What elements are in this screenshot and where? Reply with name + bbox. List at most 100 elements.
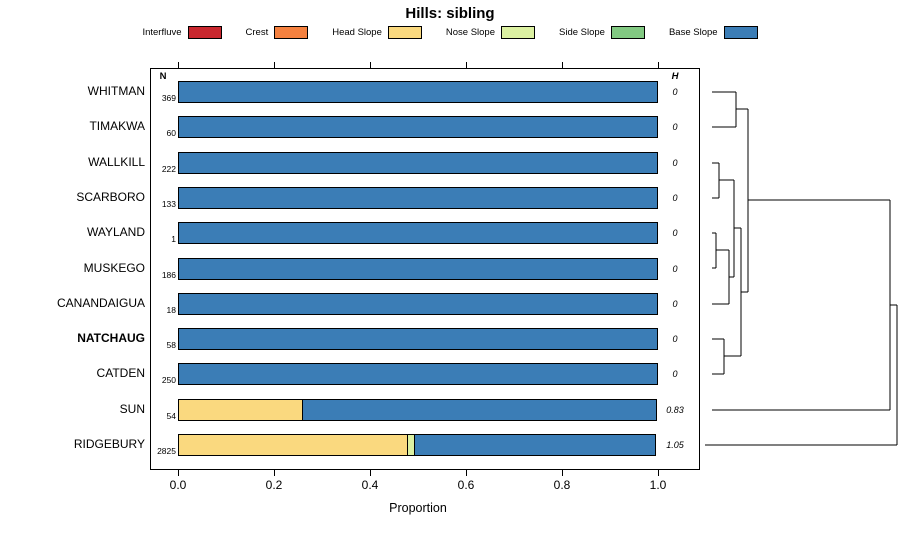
legend-swatch-icon xyxy=(187,26,222,39)
row-label: WALLKILL xyxy=(88,154,145,169)
legend-swatch-icon xyxy=(501,26,535,39)
dendrogram xyxy=(705,91,898,446)
bar-segment xyxy=(178,81,658,103)
x-tick-mark-top xyxy=(562,62,563,68)
row-label: CANANDAIGUA xyxy=(56,295,145,310)
legend-swatch-icon xyxy=(610,26,645,39)
row-n-value: 250 xyxy=(161,375,176,386)
row-n-value: 1 xyxy=(171,234,176,245)
row-n-value: 58 xyxy=(166,340,176,351)
stacked-bar xyxy=(178,328,658,351)
row-n-value: 54 xyxy=(166,410,176,421)
legend-label: Side Slope xyxy=(559,27,605,38)
row-h-value: 0 xyxy=(672,122,678,133)
x-tick-label: 1.0 xyxy=(649,478,667,492)
row-label: CATDEN xyxy=(96,366,145,381)
row-h-value: 0 xyxy=(672,263,678,274)
x-tick-mark xyxy=(658,470,659,476)
bar-segment xyxy=(178,292,658,315)
legend-label: Head Slope xyxy=(332,27,382,38)
row-label: WAYLAND xyxy=(86,225,145,240)
row-h-value: 0 xyxy=(672,157,678,168)
x-tick-mark-top xyxy=(274,62,275,68)
legend-label: Nose Slope xyxy=(445,27,495,38)
row-label: WHITMAN xyxy=(87,84,145,98)
x-axis-title: Proportion xyxy=(389,501,447,515)
row-n-value: 60 xyxy=(166,128,176,139)
x-tick-mark-top xyxy=(370,62,371,68)
stacked-bar xyxy=(178,292,658,315)
n-column-header: N xyxy=(159,71,167,82)
legend-label: Interfluve xyxy=(142,27,182,38)
legend-item: Interfluve xyxy=(142,26,222,39)
stacked-bar xyxy=(178,434,658,456)
bar-segment xyxy=(413,434,656,456)
bar-segment xyxy=(178,328,658,351)
x-tick-mark xyxy=(466,470,467,476)
stacked-bar xyxy=(178,116,658,139)
bar-segment xyxy=(178,151,658,174)
x-tick-label: 0.8 xyxy=(553,478,571,492)
row-n-value: 2825 xyxy=(157,446,176,456)
row-h-value: 0 xyxy=(672,334,678,345)
row-n-value: 369 xyxy=(161,93,176,103)
plot-box xyxy=(150,68,700,470)
legend-swatch-icon xyxy=(387,26,422,39)
stacked-bar xyxy=(178,222,658,245)
row-h-value: 0.83 xyxy=(666,404,684,415)
row-n-value: 222 xyxy=(161,163,176,174)
stacked-bar xyxy=(178,257,658,280)
x-tick-label: 0.2 xyxy=(265,478,283,492)
row-label: NATCHAUG xyxy=(77,331,145,346)
legend-item: Head Slope xyxy=(332,26,422,39)
row-h-value: 0 xyxy=(672,192,678,203)
legend-item: Side Slope xyxy=(559,26,645,39)
row-n-value: 18 xyxy=(166,304,176,315)
bar-segment xyxy=(178,186,658,209)
stacked-bar xyxy=(178,81,658,103)
x-tick-mark-top xyxy=(466,62,467,68)
x-tick-mark xyxy=(370,470,371,476)
legend-item: Crest xyxy=(246,26,309,39)
row-h-value: 0 xyxy=(672,369,678,380)
row-h-value: 0 xyxy=(672,228,678,239)
row-label: TIMAKWA xyxy=(89,119,145,134)
x-tick-mark xyxy=(562,470,563,476)
legend-swatch-icon xyxy=(274,26,309,39)
x-tick-mark-top xyxy=(178,62,179,68)
legend-swatch-icon xyxy=(723,26,758,39)
bar-segment xyxy=(178,363,658,386)
row-h-value: 1.05 xyxy=(666,440,684,450)
legend: Interfluve Crest Head Slope Nose Slope S… xyxy=(30,26,870,39)
legend-label: Base Slope xyxy=(668,27,718,38)
row-n-value: 186 xyxy=(161,269,176,280)
bar-segment xyxy=(178,434,409,456)
stacked-bar xyxy=(178,398,658,421)
x-tick-mark xyxy=(274,470,275,476)
bar-segment xyxy=(178,222,658,245)
stacked-bar xyxy=(178,186,658,209)
stacked-bar xyxy=(178,151,658,174)
row-label: RIDGEBURY xyxy=(73,437,145,451)
bar-segment xyxy=(178,116,658,139)
bar-segment xyxy=(178,257,658,280)
row-label: SUN xyxy=(119,401,145,416)
row-h-value: 0 xyxy=(672,87,678,97)
x-tick-mark-top xyxy=(658,62,659,68)
row-h-value: 0 xyxy=(672,298,678,309)
bar-segment xyxy=(301,398,657,421)
stacked-bar xyxy=(178,363,658,386)
legend-label: Crest xyxy=(245,27,269,38)
row-label: MUSKEGO xyxy=(83,260,145,275)
chart-title: Hills: sibling xyxy=(405,5,495,22)
bar-segment xyxy=(178,398,303,421)
legend-item: Base Slope xyxy=(669,26,758,39)
h-column-header: H xyxy=(671,71,679,82)
x-tick-label: 0.0 xyxy=(169,478,187,492)
row-n-value: 133 xyxy=(161,198,176,209)
x-tick-label: 0.6 xyxy=(457,478,475,492)
x-tick-mark xyxy=(178,470,179,476)
legend-item: Nose Slope xyxy=(446,26,535,39)
x-tick-label: 0.4 xyxy=(361,478,379,492)
